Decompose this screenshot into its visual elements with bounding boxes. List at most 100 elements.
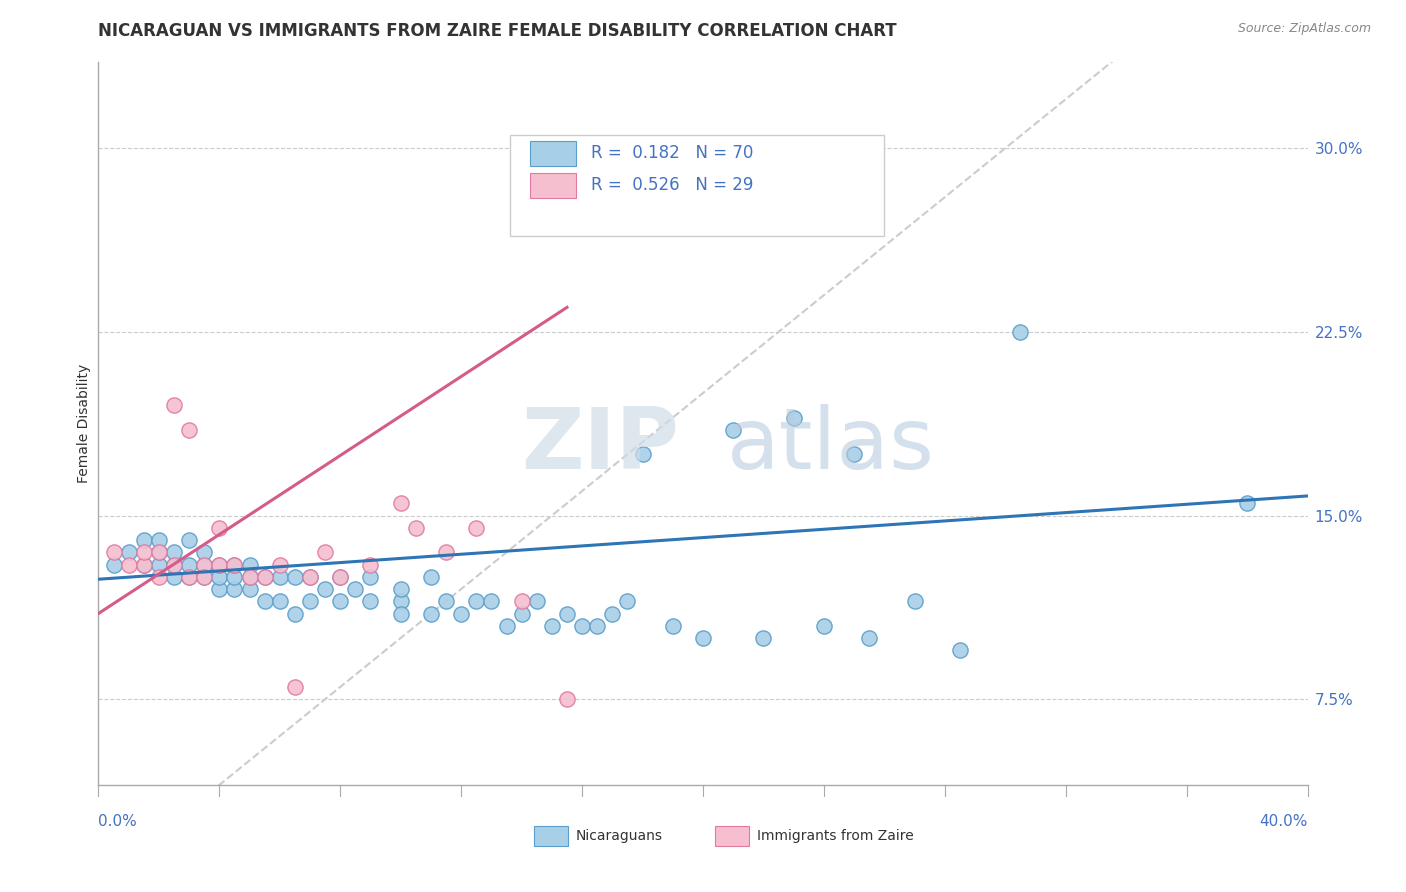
Point	[329, 594, 352, 608]
Text: atlas: atlas	[727, 404, 935, 487]
Text: NICARAGUAN VS IMMIGRANTS FROM ZAIRE FEMALE DISABILITY CORRELATION CHART: NICARAGUAN VS IMMIGRANTS FROM ZAIRE FEMA…	[98, 22, 897, 40]
Point	[179, 570, 201, 584]
Point	[239, 558, 262, 572]
Point	[631, 447, 654, 461]
Point	[208, 582, 231, 596]
Point	[314, 582, 336, 596]
Point	[208, 558, 231, 572]
Point	[132, 533, 155, 547]
Point	[193, 545, 215, 559]
Point	[269, 558, 291, 572]
Point	[103, 558, 125, 572]
Point	[253, 594, 276, 608]
Point	[239, 570, 262, 584]
Text: ZIP: ZIP	[522, 404, 679, 487]
Point	[163, 398, 186, 412]
Point	[389, 582, 412, 596]
Point	[526, 594, 548, 608]
Bar	[716, 826, 749, 847]
Point	[193, 570, 215, 584]
Point	[284, 607, 307, 621]
Bar	[530, 141, 576, 166]
Point	[118, 558, 141, 572]
Point	[163, 545, 186, 559]
Point	[360, 570, 382, 584]
Point	[163, 558, 186, 572]
Point	[495, 619, 517, 633]
Point	[148, 533, 170, 547]
Point	[344, 582, 367, 596]
Point	[510, 594, 533, 608]
Point	[555, 607, 578, 621]
Text: Immigrants from Zaire: Immigrants from Zaire	[758, 830, 914, 843]
Point	[783, 410, 806, 425]
Point	[420, 607, 443, 621]
Bar	[530, 173, 576, 197]
Point	[692, 631, 714, 645]
Text: 40.0%: 40.0%	[1260, 814, 1308, 829]
Point	[602, 607, 624, 621]
Point	[132, 558, 155, 572]
Text: 0.0%: 0.0%	[98, 814, 138, 829]
Text: Nicaraguans: Nicaraguans	[576, 830, 664, 843]
Text: R =  0.526   N = 29: R = 0.526 N = 29	[591, 177, 754, 194]
Point	[224, 582, 246, 596]
Point	[389, 607, 412, 621]
Point	[555, 692, 578, 706]
Point	[949, 643, 972, 657]
Point	[360, 594, 382, 608]
Point	[179, 533, 201, 547]
Point	[132, 558, 155, 572]
Point	[239, 582, 262, 596]
Point	[1010, 325, 1032, 339]
Point	[813, 619, 835, 633]
Point	[148, 545, 170, 559]
Point	[904, 594, 927, 608]
Point	[253, 570, 276, 584]
Point	[420, 570, 443, 584]
Point	[752, 631, 775, 645]
Point	[224, 558, 246, 572]
Point	[329, 570, 352, 584]
Point	[208, 558, 231, 572]
Point	[193, 570, 215, 584]
Point	[450, 607, 472, 621]
Point	[284, 680, 307, 694]
Point	[389, 594, 412, 608]
Point	[434, 545, 457, 559]
Point	[179, 423, 201, 437]
Point	[1236, 496, 1258, 510]
Point	[179, 558, 201, 572]
Text: R =  0.182   N = 70: R = 0.182 N = 70	[591, 145, 754, 162]
Point	[389, 496, 412, 510]
Point	[314, 545, 336, 559]
Point	[163, 558, 186, 572]
Point	[208, 521, 231, 535]
Point	[224, 558, 246, 572]
Point	[510, 607, 533, 621]
Point	[586, 619, 609, 633]
Point	[163, 570, 186, 584]
Point	[540, 619, 562, 633]
Point	[858, 631, 880, 645]
Point	[434, 594, 457, 608]
Point	[299, 594, 322, 608]
Point	[844, 447, 866, 461]
Point	[616, 594, 638, 608]
Text: Source: ZipAtlas.com: Source: ZipAtlas.com	[1237, 22, 1371, 36]
Point	[148, 545, 170, 559]
Point	[571, 619, 593, 633]
Point	[661, 619, 683, 633]
Point	[299, 570, 322, 584]
Point	[148, 570, 170, 584]
Point	[329, 570, 352, 584]
Point	[193, 558, 215, 572]
Point	[132, 545, 155, 559]
Point	[239, 570, 262, 584]
Point	[148, 558, 170, 572]
Point	[465, 594, 488, 608]
Point	[465, 521, 488, 535]
Point	[481, 594, 503, 608]
Point	[179, 570, 201, 584]
FancyBboxPatch shape	[509, 135, 884, 235]
